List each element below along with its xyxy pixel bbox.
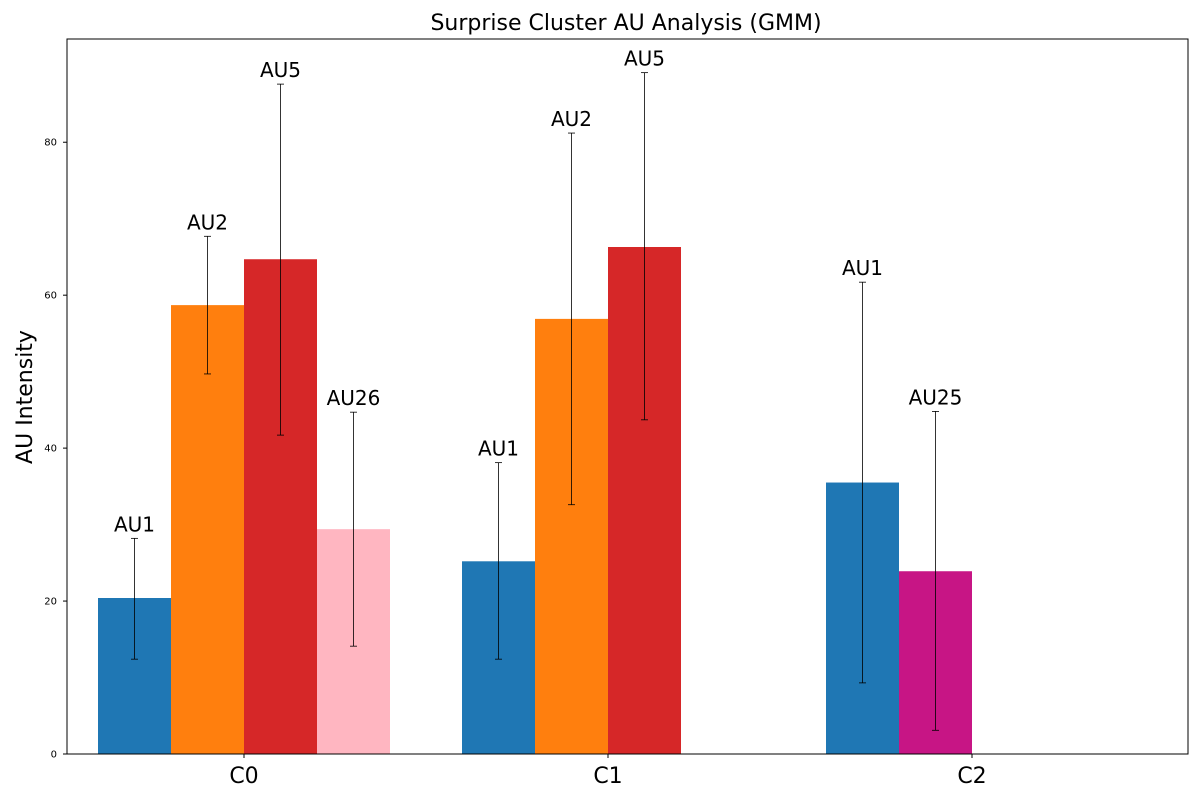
bars-layer [98,247,972,754]
error-bars-layer [131,72,939,731]
x-tick-label: C1 [593,764,622,789]
chart-title: Surprise Cluster AU Analysis (GMM) [430,11,821,36]
bar-label: AU5 [260,58,301,82]
axes-layer [66,38,1189,755]
bar-label: AU1 [114,512,155,536]
bar-label: AU26 [327,386,381,410]
x-ticks-layer: C0 C1 C2 [229,754,987,789]
x-tick-label: C2 [957,764,986,789]
y-tick-label: 20 [44,597,57,608]
y-ticks-layer: 0 20 40 60 80 [44,138,67,761]
bar-label: AU5 [624,47,665,71]
bar-labels-layer: AU1 AU2 AU5 AU26 AU1 AU2 AU5 AU1 AU25 [114,47,962,537]
y-tick-label: 80 [44,138,57,149]
x-tick-label: C0 [229,764,258,789]
bar-label: AU2 [551,107,592,131]
y-tick-label: 40 [44,444,57,455]
y-tick-label: 0 [51,750,57,761]
bar-c0-au2 [171,305,244,754]
y-axis-label: AU Intensity [13,330,38,464]
bar-label: AU1 [478,437,519,461]
axes-frame [66,38,1189,755]
bar-label: AU25 [909,385,963,409]
y-tick-label: 60 [44,291,57,302]
bar-label: AU2 [187,210,228,234]
bar-label: AU1 [842,256,883,280]
